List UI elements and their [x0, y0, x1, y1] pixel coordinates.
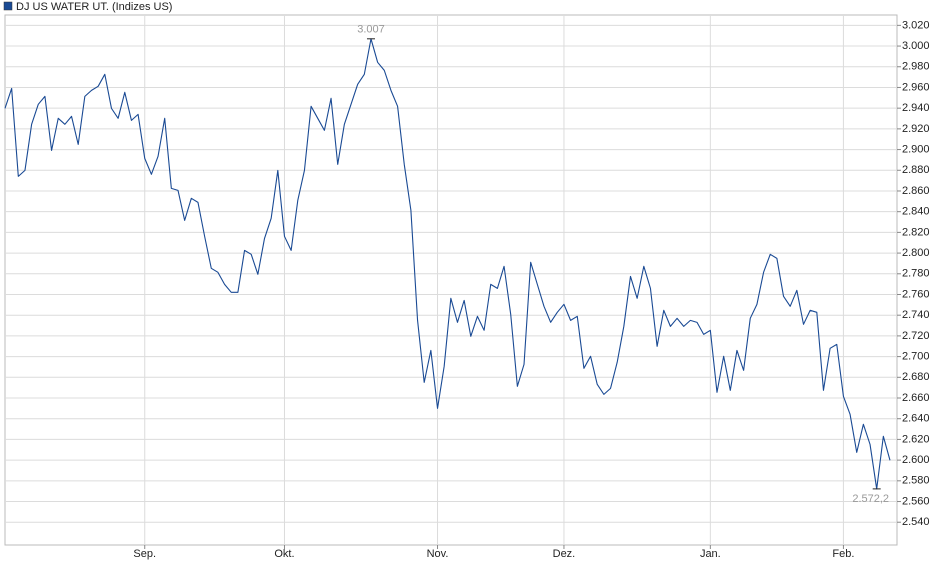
x-tick-label: Sep.: [133, 548, 156, 560]
y-tick-label: 2.640: [902, 413, 930, 425]
legend-swatch: [3, 1, 13, 11]
y-tick-label: 2.660: [902, 392, 930, 404]
y-tick-label: 2.820: [902, 226, 930, 238]
x-tick-label: Nov.: [427, 548, 449, 560]
y-tick-label: 3.000: [902, 40, 930, 52]
y-tick-label: 2.600: [902, 454, 930, 466]
x-tick-label: Okt.: [274, 548, 294, 560]
y-tick-label: 2.720: [902, 330, 930, 342]
y-tick-label: 2.860: [902, 185, 930, 197]
x-tick-label: Dez.: [553, 548, 576, 560]
y-tick-label: 2.840: [902, 206, 930, 218]
y-tick-label: 2.940: [902, 102, 930, 114]
y-tick-label: 2.880: [902, 164, 930, 176]
legend-label: DJ US WATER UT. (Indizes US): [16, 1, 172, 13]
y-tick-label: 2.580: [902, 475, 930, 487]
y-tick-label: 2.540: [902, 516, 930, 528]
line-series: [4, 38, 891, 490]
y-tick-label: 2.740: [902, 309, 930, 321]
y-tick-label: 2.700: [902, 351, 930, 363]
y-tick-label: 2.560: [902, 495, 930, 507]
y-tick-label: 2.780: [902, 268, 930, 280]
x-tick-label: Jan.: [700, 548, 721, 560]
value-label: 2.572,2: [852, 493, 889, 505]
y-tick-label: 2.620: [902, 433, 930, 445]
value-label: 3.007: [357, 24, 385, 36]
y-tick-label: 2.900: [902, 143, 930, 155]
y-tick-label: 2.760: [902, 288, 930, 300]
y-tick-label: 2.800: [902, 247, 930, 259]
x-tick-label: Feb.: [832, 548, 854, 560]
y-tick-label: 2.920: [902, 123, 930, 135]
y-tick-label: 2.680: [902, 371, 930, 383]
y-tick-label: 2.960: [902, 81, 930, 93]
y-tick-label: 3.020: [902, 19, 930, 31]
y-tick-label: 2.980: [902, 61, 930, 73]
plot-area: [4, 14, 898, 546]
